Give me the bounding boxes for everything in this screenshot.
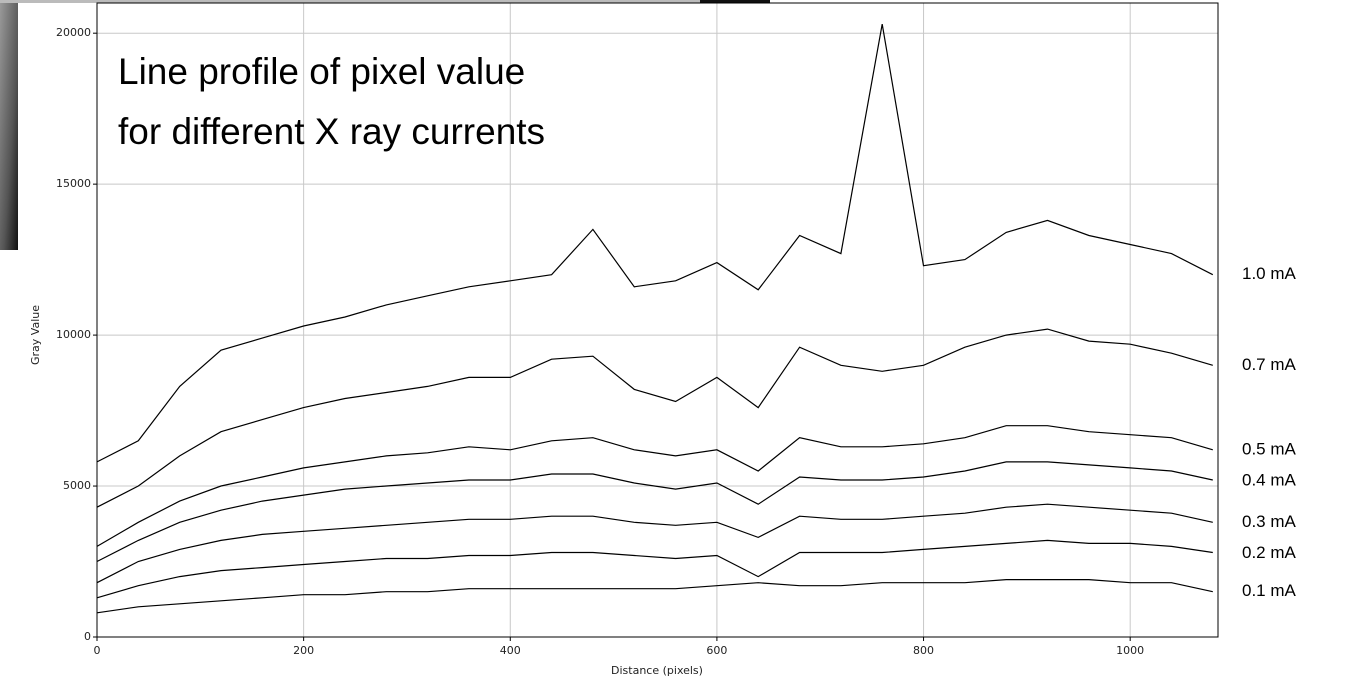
x-tick-label: 800 <box>913 644 934 657</box>
chart-title: Line profile of pixel value <box>118 51 525 92</box>
series-line <box>96 461 1213 563</box>
labels: 0 5000 10000 15000 20000 0 200 400 600 800 1000 1.0… <box>56 26 1297 657</box>
series-label: 0.2 mA <box>1242 543 1297 562</box>
grid <box>93 3 1218 641</box>
series-line <box>96 579 1213 614</box>
x-tick-label: 400 <box>500 644 521 657</box>
x-tick-label: 600 <box>706 644 727 657</box>
series-line <box>96 23 1214 463</box>
series-line <box>96 425 1213 547</box>
x-axis-label: Distance (pixels) <box>611 664 703 677</box>
plot-frame <box>96 2 1219 638</box>
lines <box>96 23 1214 614</box>
y-tick-label: 5000 <box>63 479 91 492</box>
chart-subtitle: for different X ray currents <box>118 111 545 152</box>
series-label: 0.4 mA <box>1242 470 1297 489</box>
y-tick-label: 15000 <box>56 177 91 190</box>
y-tick-label: 10000 <box>56 328 91 341</box>
series-label: 0.3 mA <box>1242 512 1297 531</box>
series-label: 0.5 mA <box>1242 439 1297 458</box>
series-line <box>96 328 1213 508</box>
series-label: 1.0 mA <box>1242 264 1297 283</box>
x-tick-label: 200 <box>293 644 314 657</box>
x-tick-label: 0 <box>94 644 101 657</box>
image-edge-dark <box>700 0 770 3</box>
series-line <box>96 539 1213 599</box>
y-tick-label: 20000 <box>56 26 91 39</box>
series-label: 0.7 mA <box>1242 355 1297 374</box>
image-strip <box>0 0 18 250</box>
y-axis-label: Gray Value <box>29 305 42 365</box>
image-edge <box>0 0 770 3</box>
y-tick-label: 0 <box>84 630 91 643</box>
series-line <box>96 503 1213 584</box>
series-label: 0.1 mA <box>1242 581 1297 600</box>
x-tick-label: 1000 <box>1116 644 1144 657</box>
